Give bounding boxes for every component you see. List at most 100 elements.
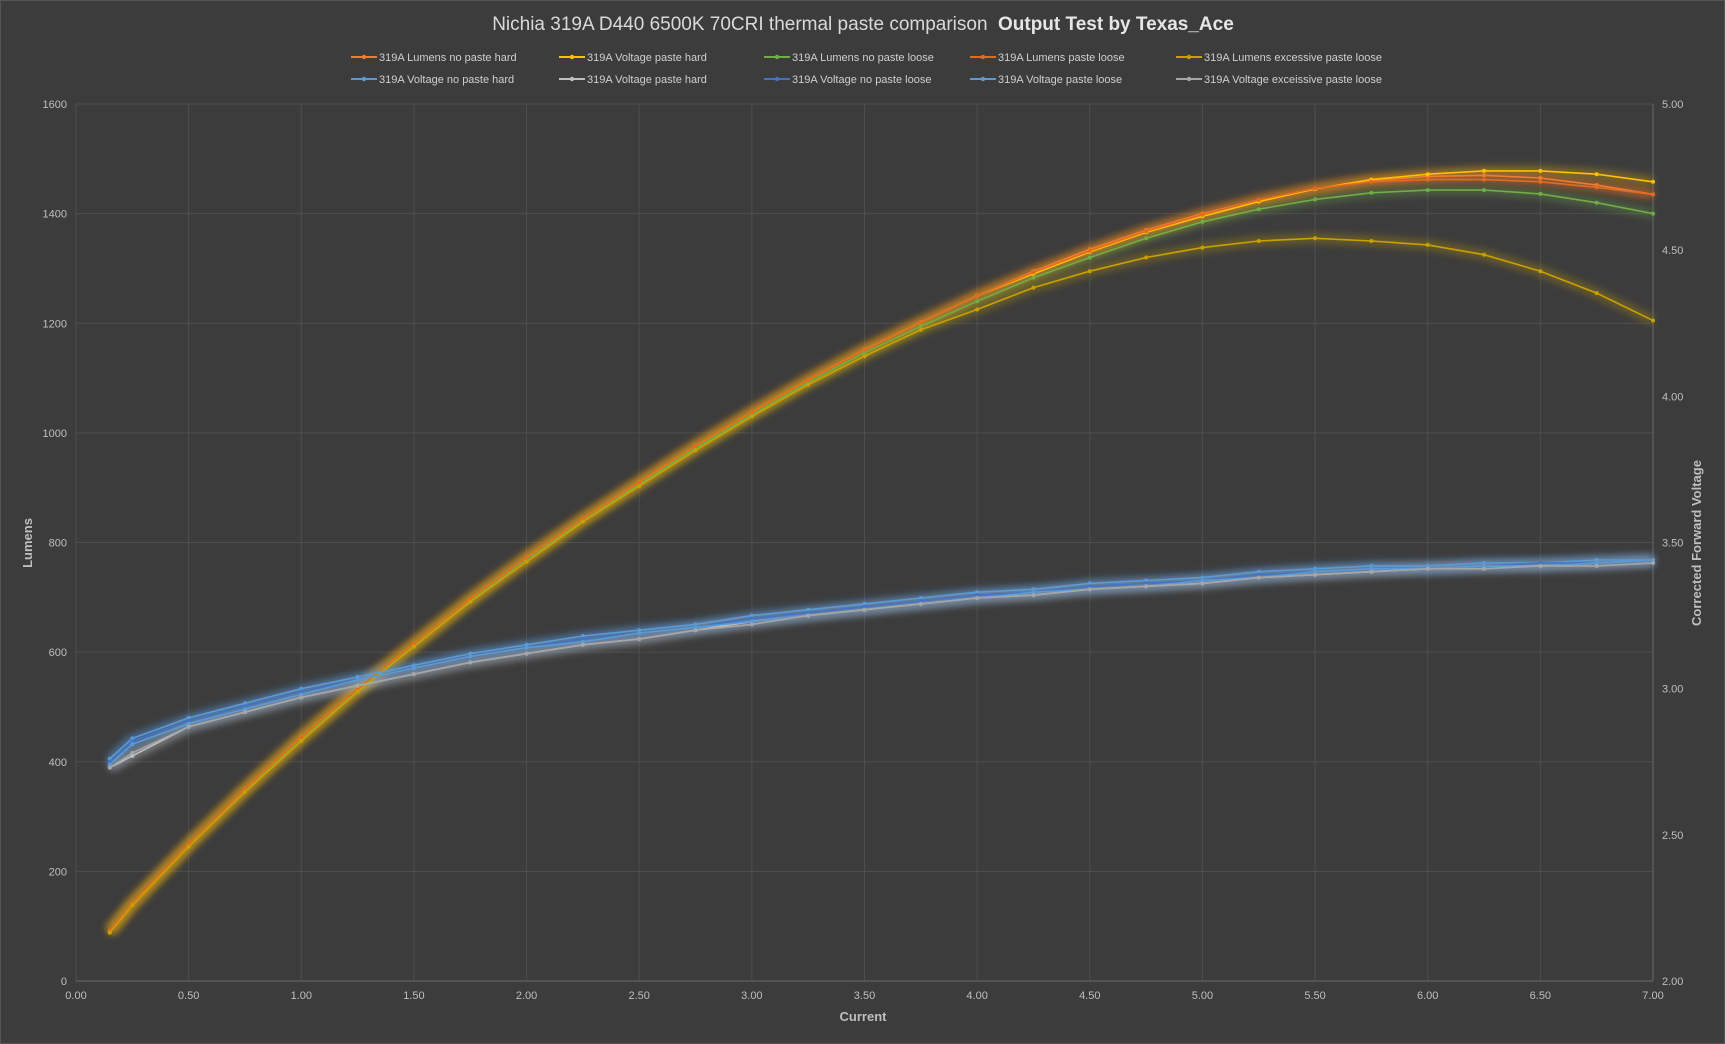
- y2-tick-label: 4.50: [1662, 245, 1683, 257]
- data-point: [524, 642, 529, 647]
- data-point: [1538, 191, 1543, 196]
- data-point: [580, 637, 585, 641]
- data-point: [1651, 179, 1655, 184]
- data-point: [693, 625, 698, 630]
- y-tick-label: 800: [49, 538, 67, 550]
- data-point: [1031, 275, 1036, 280]
- data-point: [1594, 561, 1599, 565]
- x-tick-label: 3.50: [854, 990, 875, 1002]
- data-point: [1538, 561, 1543, 565]
- data-point: [1087, 587, 1092, 592]
- x-tick-label: 0.50: [178, 990, 199, 1002]
- y-tick-label: 1200: [43, 318, 67, 330]
- data-point: [1425, 566, 1430, 571]
- data-point: [1031, 593, 1036, 598]
- x-tick-label: 5.00: [1192, 990, 1213, 1002]
- data-point: [1087, 584, 1092, 589]
- data-point: [637, 484, 642, 488]
- data-point: [1594, 558, 1599, 562]
- data-point: [299, 686, 304, 691]
- x-tick-label: 2.50: [629, 990, 650, 1002]
- legend-swatch-marker: [361, 76, 367, 82]
- data-point: [524, 555, 529, 560]
- data-point: [130, 903, 135, 908]
- series-glow-line: [106, 175, 1654, 934]
- data-point: [749, 414, 754, 419]
- x-tick-label: 0.00: [65, 990, 86, 1002]
- data-point: [524, 559, 529, 564]
- legend-item: 319A Lumens paste loose: [970, 52, 1125, 64]
- data-point: [1256, 197, 1261, 202]
- series-line: [109, 189, 1654, 932]
- data-point: [1313, 572, 1318, 577]
- legend-item: 319A Lumens no paste hard: [351, 52, 517, 64]
- data-point: [411, 663, 416, 668]
- data-point: [355, 689, 360, 694]
- data-point: [411, 672, 416, 677]
- chart-title: Nichia 319A D440 6500K 70CRI thermal pas…: [492, 14, 1234, 35]
- data-point: [1594, 291, 1599, 296]
- data-point: [1425, 188, 1430, 193]
- series-glow-line: [106, 185, 1654, 934]
- y-tick-label: 0: [61, 976, 67, 988]
- data-point: [1482, 252, 1486, 257]
- data-point: [975, 307, 980, 312]
- data-point: [186, 721, 191, 726]
- x-tick-label: 5.50: [1304, 990, 1325, 1002]
- data-point: [1369, 569, 1374, 574]
- data-point: [1031, 590, 1036, 595]
- data-point: [637, 628, 642, 633]
- data-point: [1538, 176, 1543, 180]
- data-point: [1482, 561, 1486, 565]
- data-point: [411, 666, 416, 671]
- data-point: [130, 739, 135, 744]
- data-point: [1144, 255, 1149, 260]
- data-point: [468, 660, 473, 665]
- y2-tick-label: 5.00: [1662, 99, 1683, 111]
- series-glow: [106, 166, 1655, 936]
- data-point: [355, 683, 360, 688]
- data-point: [862, 607, 867, 612]
- data-point: [1144, 581, 1149, 586]
- data-point: [580, 639, 585, 644]
- legend-label: 319A Voltage no paste loose: [792, 74, 931, 86]
- data-point: [1256, 572, 1261, 577]
- data-point: [130, 742, 135, 747]
- data-point: [1538, 269, 1543, 274]
- data-point: [107, 765, 112, 770]
- data-point: [975, 593, 980, 598]
- legend-label: 319A Voltage exceissive paste loose: [1204, 74, 1382, 86]
- data-point: [299, 692, 304, 697]
- data-point: [749, 622, 754, 627]
- data-point: [1087, 255, 1092, 260]
- data-point: [1200, 245, 1205, 250]
- data-point: [1200, 575, 1205, 580]
- series-glow-line: [107, 555, 1654, 772]
- series-glow-line: [106, 555, 1653, 763]
- data-point: [299, 695, 304, 700]
- y-tick-label: 200: [49, 866, 67, 878]
- data-point: [107, 762, 112, 767]
- y2-tick-label: 2.50: [1662, 830, 1683, 842]
- data-point: [975, 596, 980, 600]
- x-tick-label: 3.00: [741, 990, 762, 1002]
- series-line: [109, 559, 1654, 766]
- data-point: [580, 519, 585, 524]
- legend-item: 319A Voltage no paste loose: [764, 74, 931, 86]
- data-point: [975, 293, 980, 298]
- legend-swatch-marker: [774, 54, 780, 60]
- legend: 319A Lumens no paste hard 319A Voltage pa…: [351, 52, 1382, 86]
- y-tick-label: 1000: [43, 428, 67, 440]
- data-point: [749, 613, 754, 618]
- legend-swatch-marker: [1186, 76, 1192, 82]
- legend-item: 319A Voltage exceissive paste loose: [1176, 74, 1382, 86]
- data-point: [918, 596, 923, 600]
- legend-item: 319A Lumens excessive paste loose: [1176, 52, 1382, 64]
- legend-label: 319A Lumens no paste loose: [792, 52, 934, 64]
- data-point: [1369, 179, 1374, 184]
- data-point: [918, 324, 923, 329]
- data-point: [1369, 239, 1374, 243]
- data-point: [1651, 561, 1655, 565]
- data-point: [1538, 168, 1543, 173]
- legend-label: 319A Voltage paste hard: [587, 74, 707, 86]
